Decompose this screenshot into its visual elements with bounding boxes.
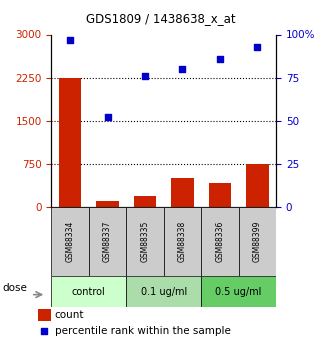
Bar xyxy=(126,276,201,307)
Text: GSM88337: GSM88337 xyxy=(103,221,112,262)
Bar xyxy=(246,164,269,207)
Text: GSM88334: GSM88334 xyxy=(65,221,74,262)
Text: percentile rank within the sample: percentile rank within the sample xyxy=(55,326,230,336)
Text: GSM88335: GSM88335 xyxy=(141,221,150,262)
Bar xyxy=(38,309,51,321)
Point xyxy=(217,56,222,61)
Text: GSM88338: GSM88338 xyxy=(178,221,187,262)
Point xyxy=(67,37,73,42)
Point xyxy=(180,66,185,72)
Bar xyxy=(209,183,231,207)
Text: dose: dose xyxy=(3,284,27,293)
Bar xyxy=(164,207,201,276)
Bar xyxy=(126,207,164,276)
Bar xyxy=(239,207,276,276)
Bar xyxy=(201,207,239,276)
Bar xyxy=(51,207,89,276)
Bar xyxy=(201,276,276,307)
Text: GSM88399: GSM88399 xyxy=(253,221,262,262)
Text: GSM88336: GSM88336 xyxy=(215,221,224,262)
Bar xyxy=(59,78,81,207)
Bar xyxy=(51,276,126,307)
Bar xyxy=(171,178,194,207)
Point xyxy=(105,115,110,120)
Point xyxy=(143,73,148,79)
Point xyxy=(42,328,47,334)
Text: control: control xyxy=(72,287,106,296)
Point xyxy=(255,44,260,49)
Bar xyxy=(89,207,126,276)
Text: 0.5 ug/ml: 0.5 ug/ml xyxy=(215,287,262,296)
Bar xyxy=(96,201,119,207)
Text: 0.1 ug/ml: 0.1 ug/ml xyxy=(141,287,187,296)
Text: GDS1809 / 1438638_x_at: GDS1809 / 1438638_x_at xyxy=(86,12,235,25)
Bar xyxy=(134,196,156,207)
Text: count: count xyxy=(55,310,84,320)
